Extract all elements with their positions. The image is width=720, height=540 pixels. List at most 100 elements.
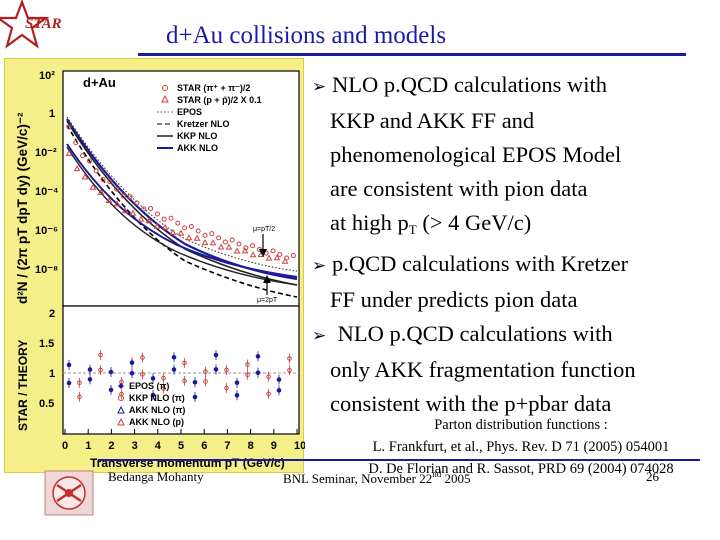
proton-point	[161, 223, 169, 230]
x-tick-8: 8	[248, 440, 254, 452]
bullet-2-line-0: p.QCD calculations with Kretzer	[332, 251, 629, 276]
pion-point	[141, 206, 147, 212]
page-number: 26	[646, 469, 659, 484]
slide-title: d+Au collisions and models	[166, 22, 447, 49]
legend-marker-akk-pi	[117, 405, 125, 414]
pion-point	[277, 251, 283, 257]
proton-point	[193, 234, 201, 241]
proton-point	[233, 247, 241, 254]
curve-proton-akk	[66, 143, 298, 278]
y-tick-bottom-3: 2	[49, 308, 55, 320]
pion-point	[107, 179, 113, 185]
annotation-mu-double: μ=2pT	[257, 297, 278, 304]
proton-point	[97, 188, 105, 195]
proton-point	[241, 247, 249, 254]
legend-marker-akk-p	[117, 417, 125, 426]
y-tick-bottom-2: 1.5	[39, 338, 54, 350]
footer-seminar-sup: nd	[432, 469, 442, 479]
pion-point	[120, 193, 126, 199]
pion-point	[134, 200, 140, 206]
y-tick-top-3: 10⁻⁴	[35, 186, 58, 198]
x-tick-5: 5	[178, 440, 184, 452]
legend-bottom-3: AKK NLO (p)	[129, 417, 184, 427]
title-divider	[138, 53, 686, 56]
curve-proton-kkp	[66, 146, 298, 286]
x-tick-7: 7	[224, 440, 230, 452]
curve-pion-epos	[66, 116, 298, 272]
bullet-1-subscript: T	[408, 222, 417, 237]
legend-top-3: Kretzer NLO	[177, 119, 230, 129]
legend-top-0: STAR (π⁺ + π⁻)/2	[177, 83, 250, 93]
pion-point	[73, 140, 79, 146]
proton-point	[225, 243, 233, 250]
proton-point	[105, 196, 113, 204]
footer-seminar: BNL Seminar, November 22nd 2005	[283, 469, 470, 487]
pion-point	[86, 158, 92, 164]
legend-bottom-1: KKP NLO (π)	[129, 393, 185, 403]
footer-seminar-suffix: 2005	[441, 471, 471, 486]
pion-point	[161, 216, 167, 222]
proton-point	[89, 183, 97, 190]
reference-2: D. De Florian and R. Sassot, PRD 69 (200…	[368, 461, 674, 477]
pion-point	[188, 223, 194, 229]
pion-point	[216, 235, 222, 241]
bullet-3: ➢ NLO p.QCD calculations with only AKK f…	[312, 317, 717, 421]
pion-point	[114, 186, 120, 192]
proton-point	[81, 173, 89, 180]
arrow-bullet-icon: ➢	[312, 256, 327, 276]
proton-point	[217, 243, 225, 250]
arrow-head-2	[263, 275, 271, 283]
annotation-mu-half: μ=pT/2	[253, 226, 275, 233]
legend-marker-epos	[118, 383, 124, 389]
panel-label: d+Au	[83, 75, 116, 90]
pion-point	[195, 228, 201, 234]
bullet-3-line-2: consistent with the p+pbar data	[330, 391, 612, 416]
proton-point	[113, 200, 121, 207]
pion-point	[127, 194, 133, 200]
y-tick-top-1: 1	[49, 108, 55, 120]
legend-bottom-2: AKK NLO (π)	[129, 405, 185, 415]
pion-point	[236, 241, 242, 247]
arrow-bullet-icon: ➢	[312, 326, 327, 346]
proton-point	[65, 149, 73, 156]
bullet-1-line-4: at high p	[330, 210, 409, 235]
star-logo: STAR	[0, 0, 80, 52]
x-tick-10: 10	[294, 440, 305, 452]
bullet-list: ➢ NLO p.QCD calculations with KKP and AKK…	[312, 68, 717, 421]
pion-point	[168, 215, 174, 221]
pion-point	[182, 225, 188, 231]
top-y-axis-label: d²N / (2π pT dpT dy) (GeV/c)⁻²	[15, 112, 30, 304]
bullet-1-line-1: KKP and AKK FF and	[330, 108, 535, 133]
legend-top-4: KKP NLO	[177, 131, 217, 141]
bullet-3-line-1: only AKK fragmentation function	[330, 357, 636, 382]
pion-point	[148, 206, 154, 212]
star-icon	[0, 0, 50, 49]
bottom-y-axis-label: STAR / THEORY	[16, 340, 30, 431]
x-tick-4: 4	[155, 440, 162, 452]
y-tick-top-5: 10⁻⁸	[35, 264, 58, 276]
proton-point	[265, 254, 273, 261]
pion-point	[202, 232, 208, 238]
spectra-figure: 10² 1 10⁻² 10⁻⁴ 10⁻⁶ 10⁻⁸ 0.5 1 1.5 2 0 1…	[4, 58, 305, 473]
legend-marker-proton	[161, 94, 169, 103]
proton-point	[145, 217, 153, 224]
bullet-3-line-0: NLO p.QCD calculations with	[332, 321, 613, 346]
pion-point	[80, 153, 86, 159]
footer-divider	[98, 459, 700, 461]
proton-point	[121, 207, 129, 214]
pion-point	[290, 253, 296, 259]
pion-point	[66, 124, 72, 130]
pion-point	[284, 255, 290, 261]
reference-1: L. Frankfurt, et al., Phys. Rev. D 71 (2…	[372, 439, 670, 455]
proton-point	[185, 234, 193, 241]
legend-marker-pion	[162, 85, 168, 91]
pion-point	[222, 239, 228, 245]
legend-marker-kkp	[118, 395, 124, 401]
x-tick-3: 3	[132, 440, 138, 452]
proton-point	[137, 215, 145, 222]
bullet-1-line-2: phenomenological EPOS Model	[330, 142, 622, 167]
proton-point	[169, 228, 177, 235]
footer-author: Bedanga Mohanty	[108, 469, 204, 484]
x-tick-6: 6	[201, 440, 207, 452]
y-tick-top-4: 10⁻⁶	[35, 225, 58, 237]
